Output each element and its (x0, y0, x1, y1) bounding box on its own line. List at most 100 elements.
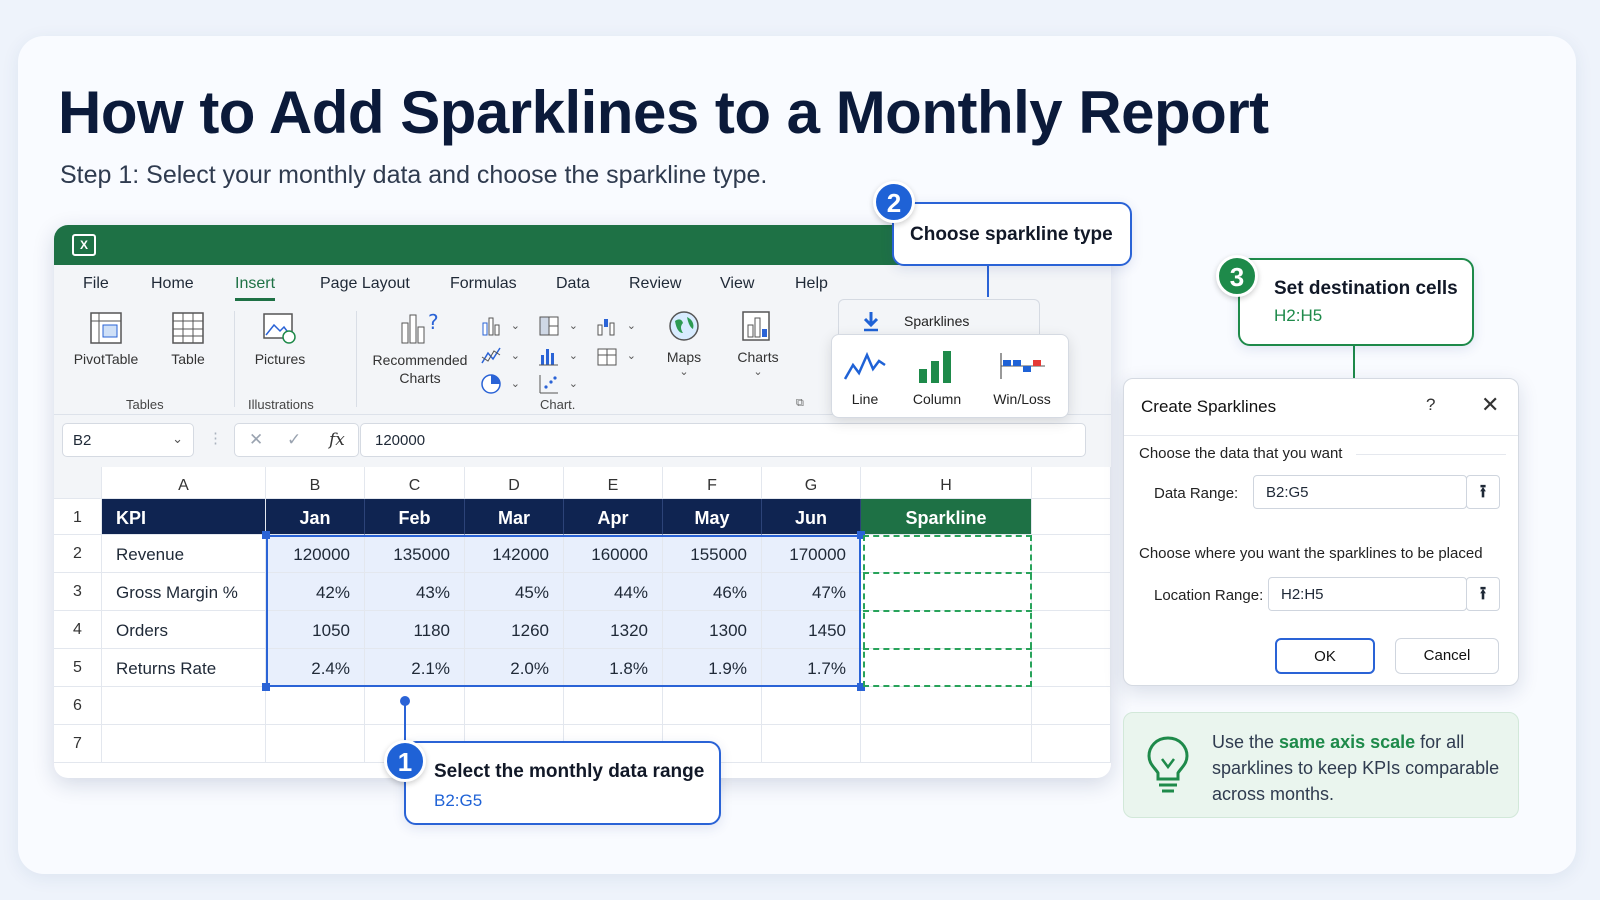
cancel-button[interactable]: Cancel (1395, 638, 1499, 674)
data-cell[interactable]: 1320 (564, 611, 663, 649)
data-cell[interactable]: 1260 (465, 611, 564, 649)
empty-cell[interactable] (564, 687, 663, 725)
line-chart-dropdown[interactable]: ⌄ (480, 345, 520, 369)
row-header[interactable]: 2 (54, 535, 102, 573)
table-button[interactable]: Table (164, 311, 212, 367)
kpi-cell[interactable]: Returns Rate (102, 649, 266, 687)
data-cell[interactable]: 2.1% (365, 649, 465, 687)
tab-insert[interactable]: Insert (235, 275, 276, 301)
column-header[interactable]: B (266, 467, 365, 499)
ok-button[interactable]: OK (1275, 638, 1375, 674)
kpi-cell[interactable]: Gross Margin % (102, 573, 266, 611)
insert-function-icon[interactable]: fx (329, 430, 345, 450)
tab-formulas[interactable]: Formulas (450, 275, 517, 292)
confirm-entry-icon[interactable]: ✓ (287, 430, 302, 449)
row-header[interactable]: 3 (54, 573, 102, 611)
data-cell[interactable]: 47% (762, 573, 861, 611)
collapse-dialog-icon[interactable]: ⭱ (1466, 475, 1500, 509)
data-cell[interactable]: 1300 (663, 611, 762, 649)
empty-cell[interactable] (102, 725, 266, 763)
data-cell[interactable]: 1180 (365, 611, 465, 649)
charts-button[interactable]: Charts ⌄ (730, 309, 786, 378)
hierarchy-chart-dropdown[interactable]: ⌄ (538, 315, 578, 339)
cell[interactable] (1032, 611, 1111, 649)
recommended-charts-button[interactable]: ? Recommended Charts (368, 309, 472, 387)
maps-button[interactable]: Maps ⌄ (658, 309, 710, 378)
dialog-launcher-icon[interactable]: ⧉ (796, 397, 804, 409)
data-cell[interactable]: 142000 (465, 535, 564, 573)
cell[interactable] (1032, 499, 1111, 535)
empty-cell[interactable] (365, 687, 465, 725)
data-cell[interactable]: 155000 (663, 535, 762, 573)
column-header[interactable]: D (465, 467, 564, 499)
header-cell-month[interactable]: Mar (465, 499, 564, 535)
sparkline-column-button[interactable]: Column (904, 349, 970, 407)
header-cell-month[interactable]: May (663, 499, 762, 535)
combo-chart-dropdown[interactable]: ⌄ (596, 345, 636, 369)
column-header-empty[interactable] (1032, 467, 1111, 499)
column-header[interactable]: A (102, 467, 266, 499)
tab-home[interactable]: Home (151, 275, 194, 292)
pictures-button[interactable]: Pictures (250, 311, 310, 367)
kpi-cell[interactable]: Revenue (102, 535, 266, 573)
data-cell[interactable]: 1.8% (564, 649, 663, 687)
select-all-corner[interactable] (54, 467, 102, 499)
column-header[interactable]: E (564, 467, 663, 499)
header-cell-month[interactable]: Feb (365, 499, 465, 535)
row-header[interactable]: 7 (54, 725, 102, 763)
tab-page-layout[interactable]: Page Layout (320, 275, 410, 292)
empty-cell[interactable] (1032, 687, 1111, 725)
selection-handle[interactable] (262, 683, 270, 691)
sparklines-button[interactable]: Sparklines (838, 299, 1040, 339)
name-box[interactable]: B2 ⌄ (62, 423, 194, 457)
row-header[interactable]: 1 (54, 499, 102, 535)
tab-help[interactable]: Help (795, 275, 828, 292)
data-cell[interactable]: 135000 (365, 535, 465, 573)
data-cell[interactable]: 160000 (564, 535, 663, 573)
waterfall-chart-dropdown[interactable]: ⌄ (596, 315, 636, 339)
data-cell[interactable]: 120000 (266, 535, 365, 573)
scatter-chart-dropdown[interactable]: ⌄ (538, 373, 578, 397)
data-range-input[interactable]: B2:G5 (1253, 475, 1467, 509)
empty-cell[interactable] (861, 687, 1032, 725)
empty-cell[interactable] (102, 687, 266, 725)
data-cell[interactable]: 1050 (266, 611, 365, 649)
empty-cell[interactable] (663, 687, 762, 725)
data-cell[interactable]: 170000 (762, 535, 861, 573)
selection-handle[interactable] (857, 683, 865, 691)
header-cell-sparkline[interactable]: Sparkline (861, 499, 1032, 535)
data-cell[interactable]: 44% (564, 573, 663, 611)
row-header[interactable]: 4 (54, 611, 102, 649)
data-cell[interactable]: 2.4% (266, 649, 365, 687)
empty-cell[interactable] (861, 725, 1032, 763)
help-icon[interactable]: ? (1426, 395, 1436, 414)
sparkline-winloss-button[interactable]: Win/Loss (984, 349, 1060, 407)
header-cell-month[interactable]: Jun (762, 499, 861, 535)
empty-cell[interactable] (465, 687, 564, 725)
kpi-cell[interactable]: Orders (102, 611, 266, 649)
close-icon[interactable]: ✕ (1481, 392, 1500, 417)
column-chart-dropdown[interactable]: ⌄ (480, 315, 520, 339)
pivottable-button[interactable]: PivotTable (72, 311, 140, 367)
data-cell[interactable]: 1.7% (762, 649, 861, 687)
header-cell-month[interactable]: Jan (266, 499, 365, 535)
cell[interactable] (1032, 649, 1111, 687)
data-cell[interactable]: 46% (663, 573, 762, 611)
empty-cell[interactable] (266, 725, 365, 763)
selection-handle[interactable] (857, 531, 865, 539)
data-cell[interactable]: 42% (266, 573, 365, 611)
data-cell[interactable]: 1450 (762, 611, 861, 649)
tab-data[interactable]: Data (556, 275, 590, 292)
cell[interactable] (1032, 535, 1111, 573)
sparkline-line-button[interactable]: Line (840, 349, 890, 407)
column-header[interactable]: F (663, 467, 762, 499)
empty-cell[interactable] (762, 687, 861, 725)
column-header[interactable]: H (861, 467, 1032, 499)
column-header[interactable]: C (365, 467, 465, 499)
cancel-entry-icon[interactable]: ✕ (249, 430, 264, 449)
tab-file[interactable]: File (83, 275, 109, 292)
row-header[interactable]: 6 (54, 687, 102, 725)
formula-input[interactable]: 120000 (360, 423, 1086, 457)
row-header[interactable]: 5 (54, 649, 102, 687)
location-range-input[interactable]: H2:H5 (1268, 577, 1467, 611)
